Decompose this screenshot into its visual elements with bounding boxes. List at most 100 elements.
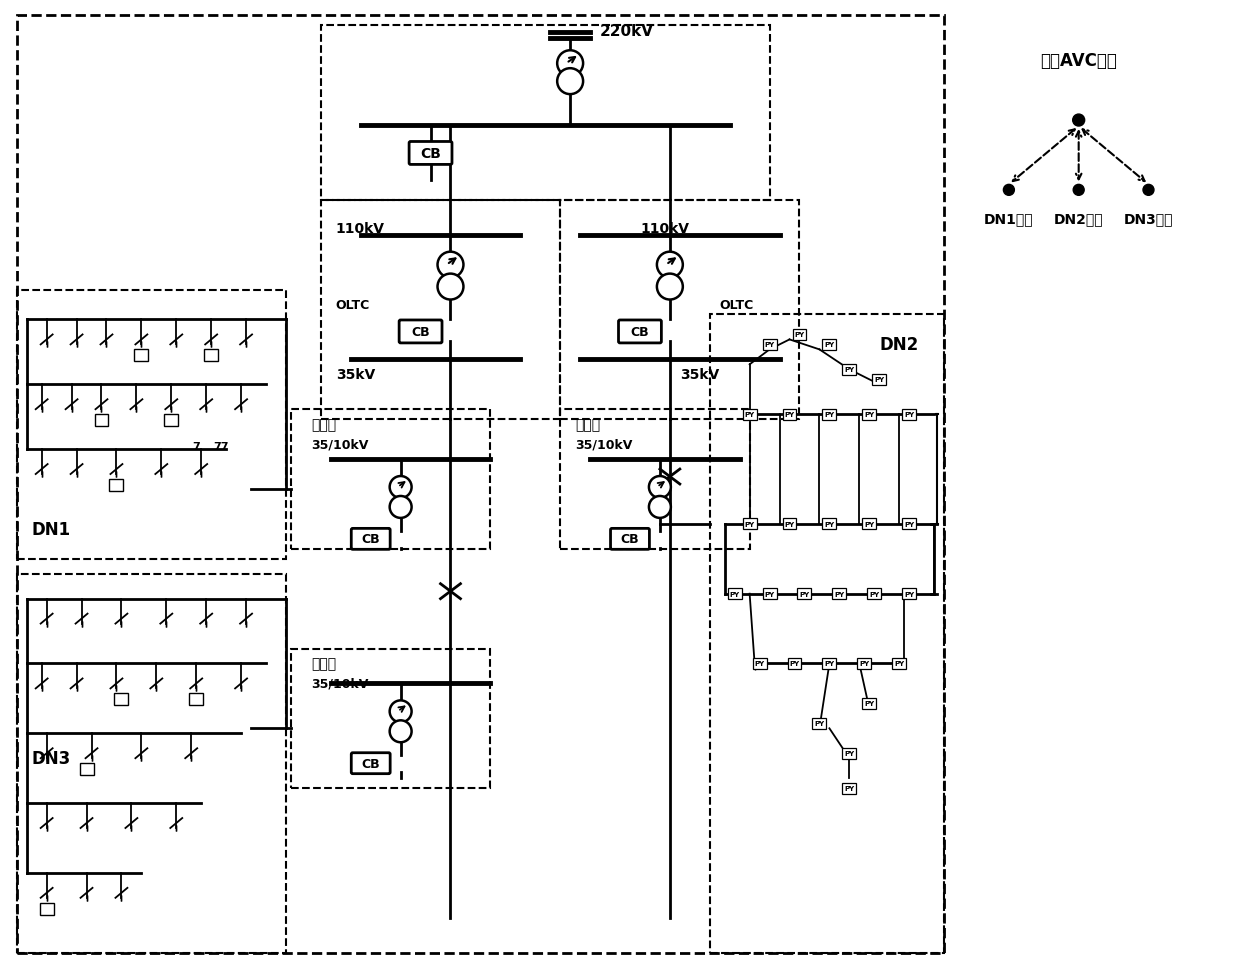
Bar (862, 518, 877, 530)
Text: 110kV: 110kV (640, 222, 689, 235)
Circle shape (389, 701, 412, 723)
Bar (753, 658, 766, 670)
Text: DN3: DN3 (32, 749, 71, 767)
Bar (872, 374, 887, 386)
Circle shape (389, 721, 412, 742)
Text: 变电站: 变电站 (311, 418, 336, 432)
Circle shape (1073, 115, 1085, 127)
Bar (743, 409, 756, 421)
Text: 77: 77 (213, 442, 229, 452)
Text: PY: PY (869, 591, 879, 597)
Text: PY: PY (864, 701, 874, 706)
FancyBboxPatch shape (351, 529, 391, 549)
Bar (797, 588, 811, 600)
Circle shape (438, 274, 464, 300)
Bar (79, 764, 93, 775)
Text: CB: CB (361, 757, 379, 770)
FancyBboxPatch shape (351, 753, 391, 774)
Bar (40, 903, 53, 915)
Bar (903, 409, 916, 421)
Circle shape (657, 252, 683, 278)
Text: 35kV: 35kV (680, 368, 719, 382)
Text: 35/10kV: 35/10kV (311, 438, 368, 452)
Text: PY: PY (825, 342, 835, 348)
Text: PY: PY (894, 661, 904, 667)
Text: PY: PY (729, 591, 740, 597)
Bar (822, 339, 836, 351)
Bar (165, 415, 179, 426)
Bar (190, 694, 203, 705)
Bar (862, 409, 877, 421)
Text: DN2: DN2 (879, 336, 919, 354)
Text: PY: PY (785, 412, 795, 418)
Text: PY: PY (825, 661, 835, 667)
Circle shape (389, 496, 412, 518)
Circle shape (1143, 185, 1154, 196)
Text: PY: PY (844, 785, 854, 792)
Bar (893, 658, 906, 670)
Bar (792, 329, 806, 341)
Text: OLTC: OLTC (719, 298, 754, 312)
Text: PY: PY (864, 412, 874, 418)
Text: PY: PY (815, 721, 825, 727)
Bar (782, 409, 796, 421)
Bar (842, 748, 857, 759)
Bar (728, 588, 742, 600)
Text: PY: PY (859, 661, 869, 667)
FancyBboxPatch shape (399, 321, 441, 344)
Text: PY: PY (864, 521, 874, 527)
Bar (109, 480, 124, 491)
Text: 变电站: 变电站 (311, 657, 336, 671)
Text: PY: PY (754, 661, 765, 667)
Bar (862, 698, 877, 709)
FancyBboxPatch shape (619, 321, 661, 344)
Text: DN2子站: DN2子站 (1054, 211, 1104, 226)
Text: PY: PY (904, 412, 914, 418)
Text: PY: PY (825, 412, 835, 418)
Bar (842, 364, 857, 376)
Text: PY: PY (874, 377, 884, 383)
Bar (787, 658, 801, 670)
Bar (903, 518, 916, 530)
Text: PY: PY (765, 342, 775, 348)
Text: 7: 7 (192, 442, 200, 452)
Text: 地调AVC系统: 地调AVC系统 (1040, 52, 1117, 70)
Bar (903, 588, 916, 600)
Text: CB: CB (420, 146, 441, 161)
Text: PY: PY (904, 591, 914, 597)
Text: PY: PY (795, 332, 805, 338)
Text: PY: PY (790, 661, 800, 667)
Circle shape (389, 477, 412, 498)
Text: CB: CB (361, 533, 379, 546)
Bar (205, 350, 218, 362)
Bar (782, 518, 796, 530)
Bar (743, 518, 756, 530)
Text: DN3子站: DN3子站 (1123, 211, 1173, 226)
Text: PY: PY (800, 591, 810, 597)
Circle shape (557, 69, 583, 95)
Circle shape (657, 274, 683, 300)
Bar (763, 339, 776, 351)
Text: CB: CB (631, 326, 650, 338)
Text: CB: CB (412, 326, 430, 338)
Circle shape (438, 252, 464, 278)
Text: PY: PY (765, 591, 775, 597)
Circle shape (649, 477, 671, 498)
Text: DN1子站: DN1子站 (985, 211, 1034, 226)
Circle shape (649, 496, 671, 518)
Text: CB: CB (621, 533, 640, 546)
Circle shape (557, 51, 583, 78)
Bar (812, 718, 826, 729)
Circle shape (1073, 185, 1084, 196)
Text: PY: PY (785, 521, 795, 527)
Bar (822, 658, 836, 670)
FancyBboxPatch shape (610, 529, 650, 549)
Bar (857, 658, 872, 670)
Text: 35/10kV: 35/10kV (575, 438, 632, 452)
Text: PY: PY (844, 750, 854, 757)
Text: PY: PY (844, 367, 854, 373)
Bar (94, 415, 108, 426)
Bar (114, 694, 129, 705)
Bar (867, 588, 882, 600)
Circle shape (1003, 185, 1014, 196)
